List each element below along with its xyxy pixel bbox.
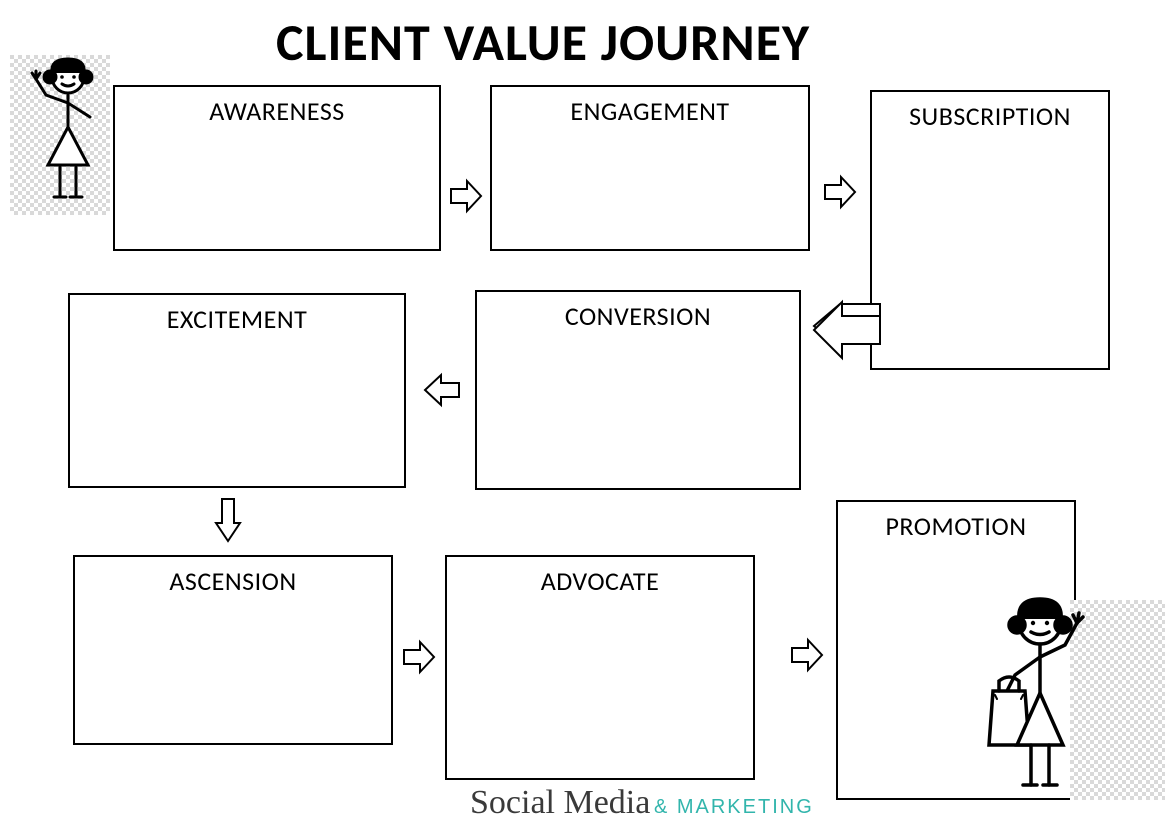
box-ascension: ASCENSION xyxy=(73,555,393,745)
box-conversion: CONVERSION xyxy=(475,290,801,490)
arrow-conversion-excitement-icon xyxy=(421,373,461,407)
box-awareness: AWARENESS xyxy=(113,85,441,251)
box-advocate: ADVOCATE xyxy=(445,555,755,780)
box-promotion-label: PROMOTION xyxy=(838,510,1074,542)
box-excitement-label: EXCITEMENT xyxy=(70,303,404,335)
branding-sans: & MARKETING xyxy=(654,796,814,818)
arrow-ascension-advocate-icon xyxy=(402,640,436,674)
box-awareness-label: AWARENESS xyxy=(115,95,439,127)
page-title: CLIENT VALUE JOURNEY xyxy=(276,10,810,74)
person-start-icon xyxy=(18,55,108,205)
box-subscription: SUBSCRIPTION xyxy=(870,90,1110,370)
arrow-engagement-subscription-icon xyxy=(823,175,857,209)
box-advocate-label: ADVOCATE xyxy=(447,565,753,597)
branding-footer: Social Media & MARKETING xyxy=(470,784,814,822)
arrow-excitement-ascension-icon xyxy=(214,497,242,543)
arrow-advocate-promotion-icon xyxy=(790,638,824,672)
person-end-icon xyxy=(965,595,1085,795)
box-subscription-label: SUBSCRIPTION xyxy=(872,100,1108,132)
arrow-subscription-conversion-icon xyxy=(812,302,882,372)
box-ascension-label: ASCENSION xyxy=(75,565,391,597)
box-conversion-label: CONVERSION xyxy=(477,300,799,332)
branding-script: Social Media xyxy=(470,784,650,821)
box-engagement-label: ENGAGEMENT xyxy=(492,95,808,127)
box-excitement: EXCITEMENT xyxy=(68,293,406,488)
arrow-awareness-engagement-icon xyxy=(449,179,483,213)
box-engagement: ENGAGEMENT xyxy=(490,85,810,251)
